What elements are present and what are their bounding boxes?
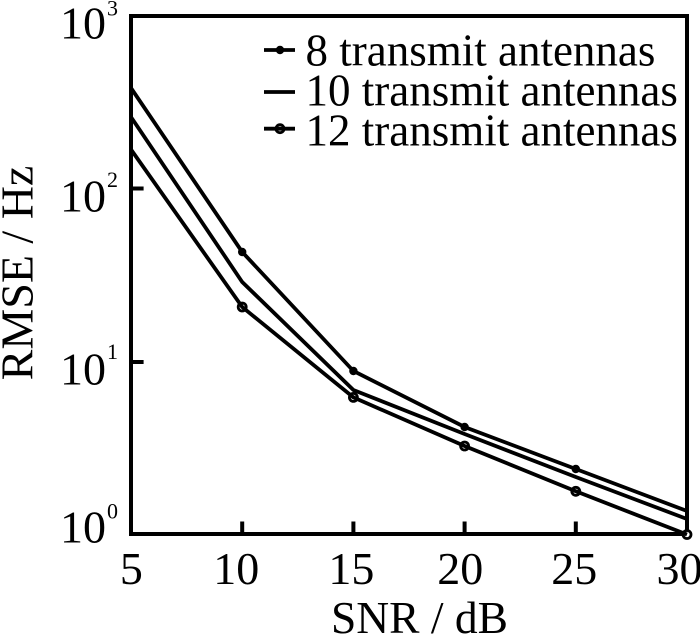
svg-text:10: 10: [60, 0, 106, 49]
svg-text:25: 25: [551, 543, 597, 594]
svg-text:15: 15: [328, 543, 374, 594]
svg-text:12 transmit antennas: 12 transmit antennas: [306, 106, 678, 156]
svg-text:2: 2: [107, 167, 118, 192]
svg-text:RMSE / Hz: RMSE / Hz: [0, 166, 43, 381]
svg-text:1: 1: [107, 339, 118, 364]
svg-text:10: 10: [60, 344, 106, 395]
svg-text:5: 5: [120, 543, 143, 594]
svg-text:10: 10: [60, 502, 106, 553]
svg-text:10 transmit antennas: 10 transmit antennas: [306, 65, 678, 115]
svg-text:10: 10: [213, 543, 259, 594]
svg-text:8 transmit antennas: 8 transmit antennas: [306, 25, 656, 75]
svg-text:30: 30: [657, 543, 700, 594]
svg-text:10: 10: [60, 170, 106, 221]
svg-text:0: 0: [107, 499, 118, 524]
svg-text:3: 3: [107, 0, 118, 21]
svg-text:20: 20: [437, 543, 483, 594]
svg-text:SNR / dB: SNR / dB: [331, 592, 508, 635]
